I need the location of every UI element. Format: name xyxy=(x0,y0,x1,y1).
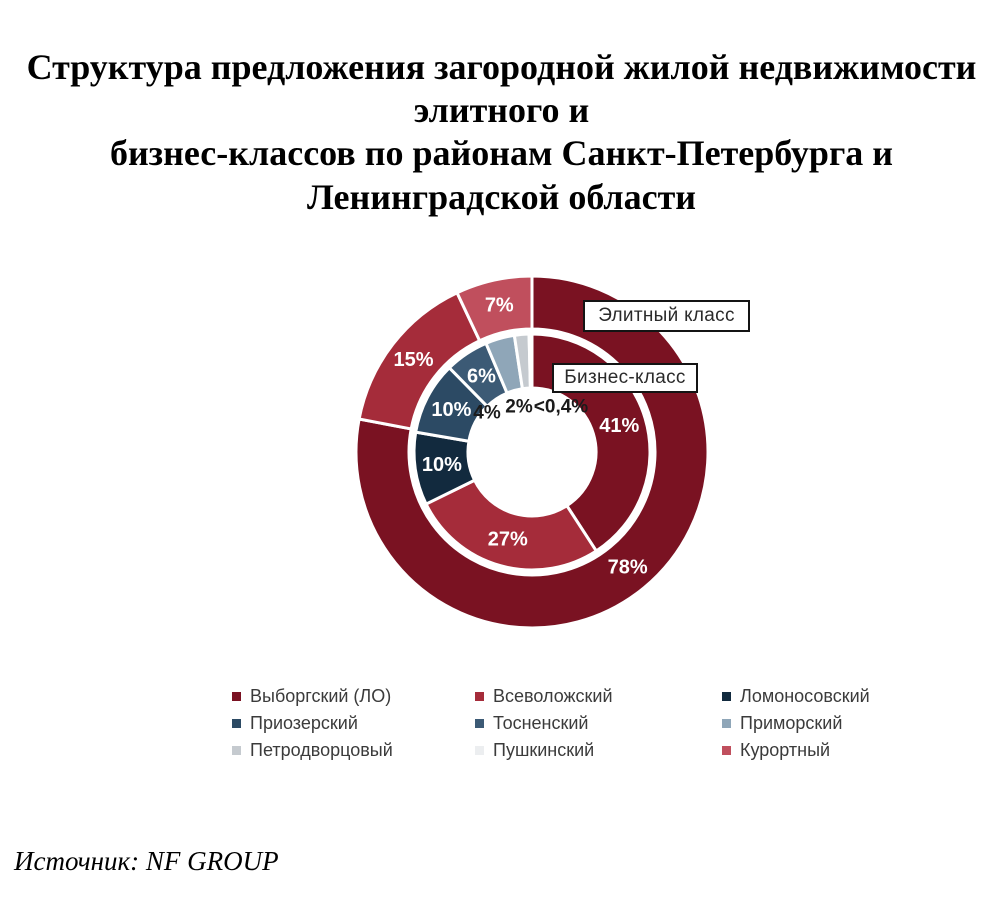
legend-item: Выборгский (ЛО) xyxy=(232,686,475,707)
slice-label-outer-0: 78% xyxy=(608,557,648,579)
slice-label-inner-1: 27% xyxy=(488,529,528,551)
legend-label: Всеволожский xyxy=(493,686,613,706)
legend-swatch xyxy=(232,719,241,728)
legend-label: Петродворцовый xyxy=(250,740,393,760)
slice-label-inner-0: 41% xyxy=(599,415,639,437)
callout-business-class: Бизнес-класс xyxy=(552,363,698,393)
slice-inner-1 xyxy=(424,478,598,572)
legend-item: Курортный xyxy=(722,740,992,761)
legend-item: Петродворцовый xyxy=(232,740,475,761)
slice-outer-2 xyxy=(455,274,534,343)
slice-label-inner-5: 4% xyxy=(473,403,501,424)
legend-swatch xyxy=(232,746,241,755)
legend-label: Выборгский (ЛО) xyxy=(250,686,392,706)
callout-elite-class: Элитный класс xyxy=(583,300,750,332)
legend-item: Тосненский xyxy=(475,713,722,734)
legend-swatch xyxy=(722,692,731,701)
legend-item: Приозерский xyxy=(232,713,475,734)
legend-item: Приморский xyxy=(722,713,992,734)
legend-swatch xyxy=(475,719,484,728)
legend-swatch xyxy=(475,692,484,701)
chart-title: Структура предложения загородной жилой н… xyxy=(26,47,977,217)
legend-label: Пушкинский xyxy=(493,740,595,760)
slice-label-outer-1: 15% xyxy=(393,349,433,371)
slice-label-inner-7: <0,4% xyxy=(534,397,589,418)
slice-label-inner-2: 10% xyxy=(422,454,462,476)
legend-swatch xyxy=(722,746,731,755)
legend-item: Ломоносовский xyxy=(722,686,992,707)
chart-legend: Выборгский (ЛО) Всеволожский Ломоносовский… xyxy=(232,686,992,761)
legend-item: Всеволожский xyxy=(475,686,722,707)
legend-label: Тосненский xyxy=(493,713,589,733)
legend-label: Курортный xyxy=(740,740,831,760)
legend-label: Приморский xyxy=(740,713,843,733)
slice-label-inner-4: 6% xyxy=(467,365,496,387)
source-note: Источник: NF GROUP xyxy=(14,846,279,876)
legend-label: Ломоносовский xyxy=(740,686,870,706)
legend-label: Приозерский xyxy=(250,713,358,733)
legend-swatch xyxy=(232,692,241,701)
slice-label-inner-3: 10% xyxy=(431,399,471,421)
legend-item: Пушкинский xyxy=(475,740,722,761)
slice-label-outer-2: 7% xyxy=(485,295,514,317)
slice-inner-7 xyxy=(527,332,534,390)
legend-swatch xyxy=(722,719,731,728)
legend-swatch xyxy=(475,746,484,755)
slice-label-inner-6: 2% xyxy=(505,397,533,418)
